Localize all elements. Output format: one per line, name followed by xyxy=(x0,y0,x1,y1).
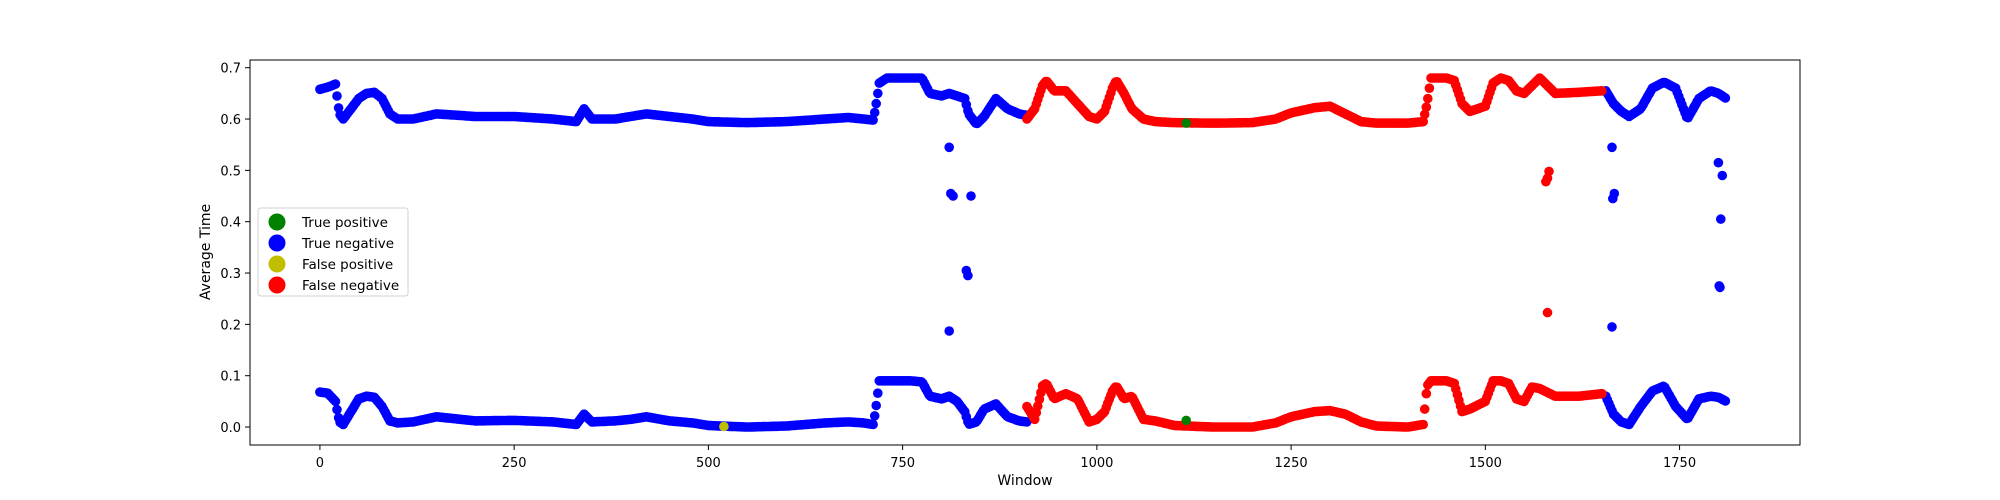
y-tick-label: 0.2 xyxy=(220,318,241,333)
false-negative-point xyxy=(1424,83,1435,93)
false-negative-point xyxy=(1419,109,1430,120)
true-negative-point xyxy=(1717,170,1728,181)
x-tick-label: 500 xyxy=(696,456,721,471)
false-positive-point xyxy=(719,421,729,432)
legend-marker xyxy=(268,276,286,294)
true-negative-point xyxy=(330,396,341,407)
legend-box xyxy=(257,207,409,297)
true-negative-point xyxy=(1720,396,1731,406)
true-negative-point xyxy=(1720,93,1731,103)
true-negative-point xyxy=(330,79,341,89)
x-tick-label: 750 xyxy=(890,456,915,471)
x-tick-label: 1750 xyxy=(1663,456,1696,471)
true-negative-point xyxy=(1716,214,1726,224)
true-negative-point xyxy=(332,91,342,101)
y-tick-label: 0.6 xyxy=(220,113,241,128)
true-negative-point xyxy=(868,419,878,430)
true-negative-point xyxy=(966,191,976,201)
x-tick-label: 0 xyxy=(316,456,324,471)
false-negative-point xyxy=(1544,166,1554,177)
legend-marker xyxy=(268,213,286,231)
y-tick-label: 0.7 xyxy=(220,62,241,77)
true-negative-point xyxy=(1607,322,1617,332)
true-negative-point xyxy=(944,326,954,336)
x-axis-label: Window xyxy=(997,473,1052,489)
true-negative-point xyxy=(868,115,878,125)
true-negative-point xyxy=(871,400,881,411)
legend-marker xyxy=(268,234,286,252)
legend-label: False negative xyxy=(302,278,399,294)
legend: True positive True negative False positive… xyxy=(257,207,409,297)
true-negative-point xyxy=(1608,193,1618,204)
false-negative-point xyxy=(1418,116,1428,127)
x-tick-label: 1500 xyxy=(1469,456,1502,471)
true-negative-point xyxy=(873,388,883,399)
true-negative-point xyxy=(873,88,883,99)
plot-frame xyxy=(249,59,1801,446)
legend-label: False positive xyxy=(302,257,393,273)
true-negative-point xyxy=(1607,142,1617,153)
true-negative-point xyxy=(869,107,880,118)
false-negative-point xyxy=(1597,388,1607,399)
true-negative-point xyxy=(1713,157,1724,168)
true-negative-point xyxy=(963,270,973,281)
legend-marker xyxy=(268,255,286,273)
legend-label: True negative xyxy=(301,236,394,252)
y-axis: 0.0 0.1 0.2 0.3 0.4 0.5 0.6 0.7 xyxy=(220,62,250,436)
false-negative-point xyxy=(1597,86,1607,96)
y-tick-label: 0.5 xyxy=(220,164,241,179)
false-negative-point xyxy=(1418,419,1428,430)
true-negative-point xyxy=(944,142,954,153)
false-negative-point xyxy=(1542,307,1553,318)
true-negative-point xyxy=(869,411,880,421)
y-tick-label: 0.3 xyxy=(220,267,241,282)
x-tick-label: 1000 xyxy=(1080,456,1113,471)
true-positive-point xyxy=(1181,415,1191,426)
data-marks xyxy=(315,73,1731,432)
x-tick-label: 1250 xyxy=(1275,456,1308,471)
y-tick-label: 0.4 xyxy=(220,216,241,231)
true-negative-point xyxy=(332,404,342,415)
true-negative-point xyxy=(1715,282,1725,293)
true-positive-point xyxy=(1181,118,1191,128)
y-tick-label: 0.1 xyxy=(220,370,241,385)
false-negative-point xyxy=(1421,102,1432,112)
y-axis-label: Average Time xyxy=(198,204,214,300)
false-negative-point xyxy=(1423,93,1433,104)
y-tick-label: 0.0 xyxy=(220,421,241,436)
x-tick-label: 250 xyxy=(502,456,527,471)
x-axis: 0 250 500 750 1000 1250 1500 1750 xyxy=(316,445,1696,471)
false-negative-point xyxy=(1419,404,1430,414)
true-negative-point xyxy=(871,98,881,109)
true-negative-point xyxy=(948,191,958,201)
legend-label: True positive xyxy=(301,215,388,231)
false-negative-point xyxy=(1421,388,1432,399)
